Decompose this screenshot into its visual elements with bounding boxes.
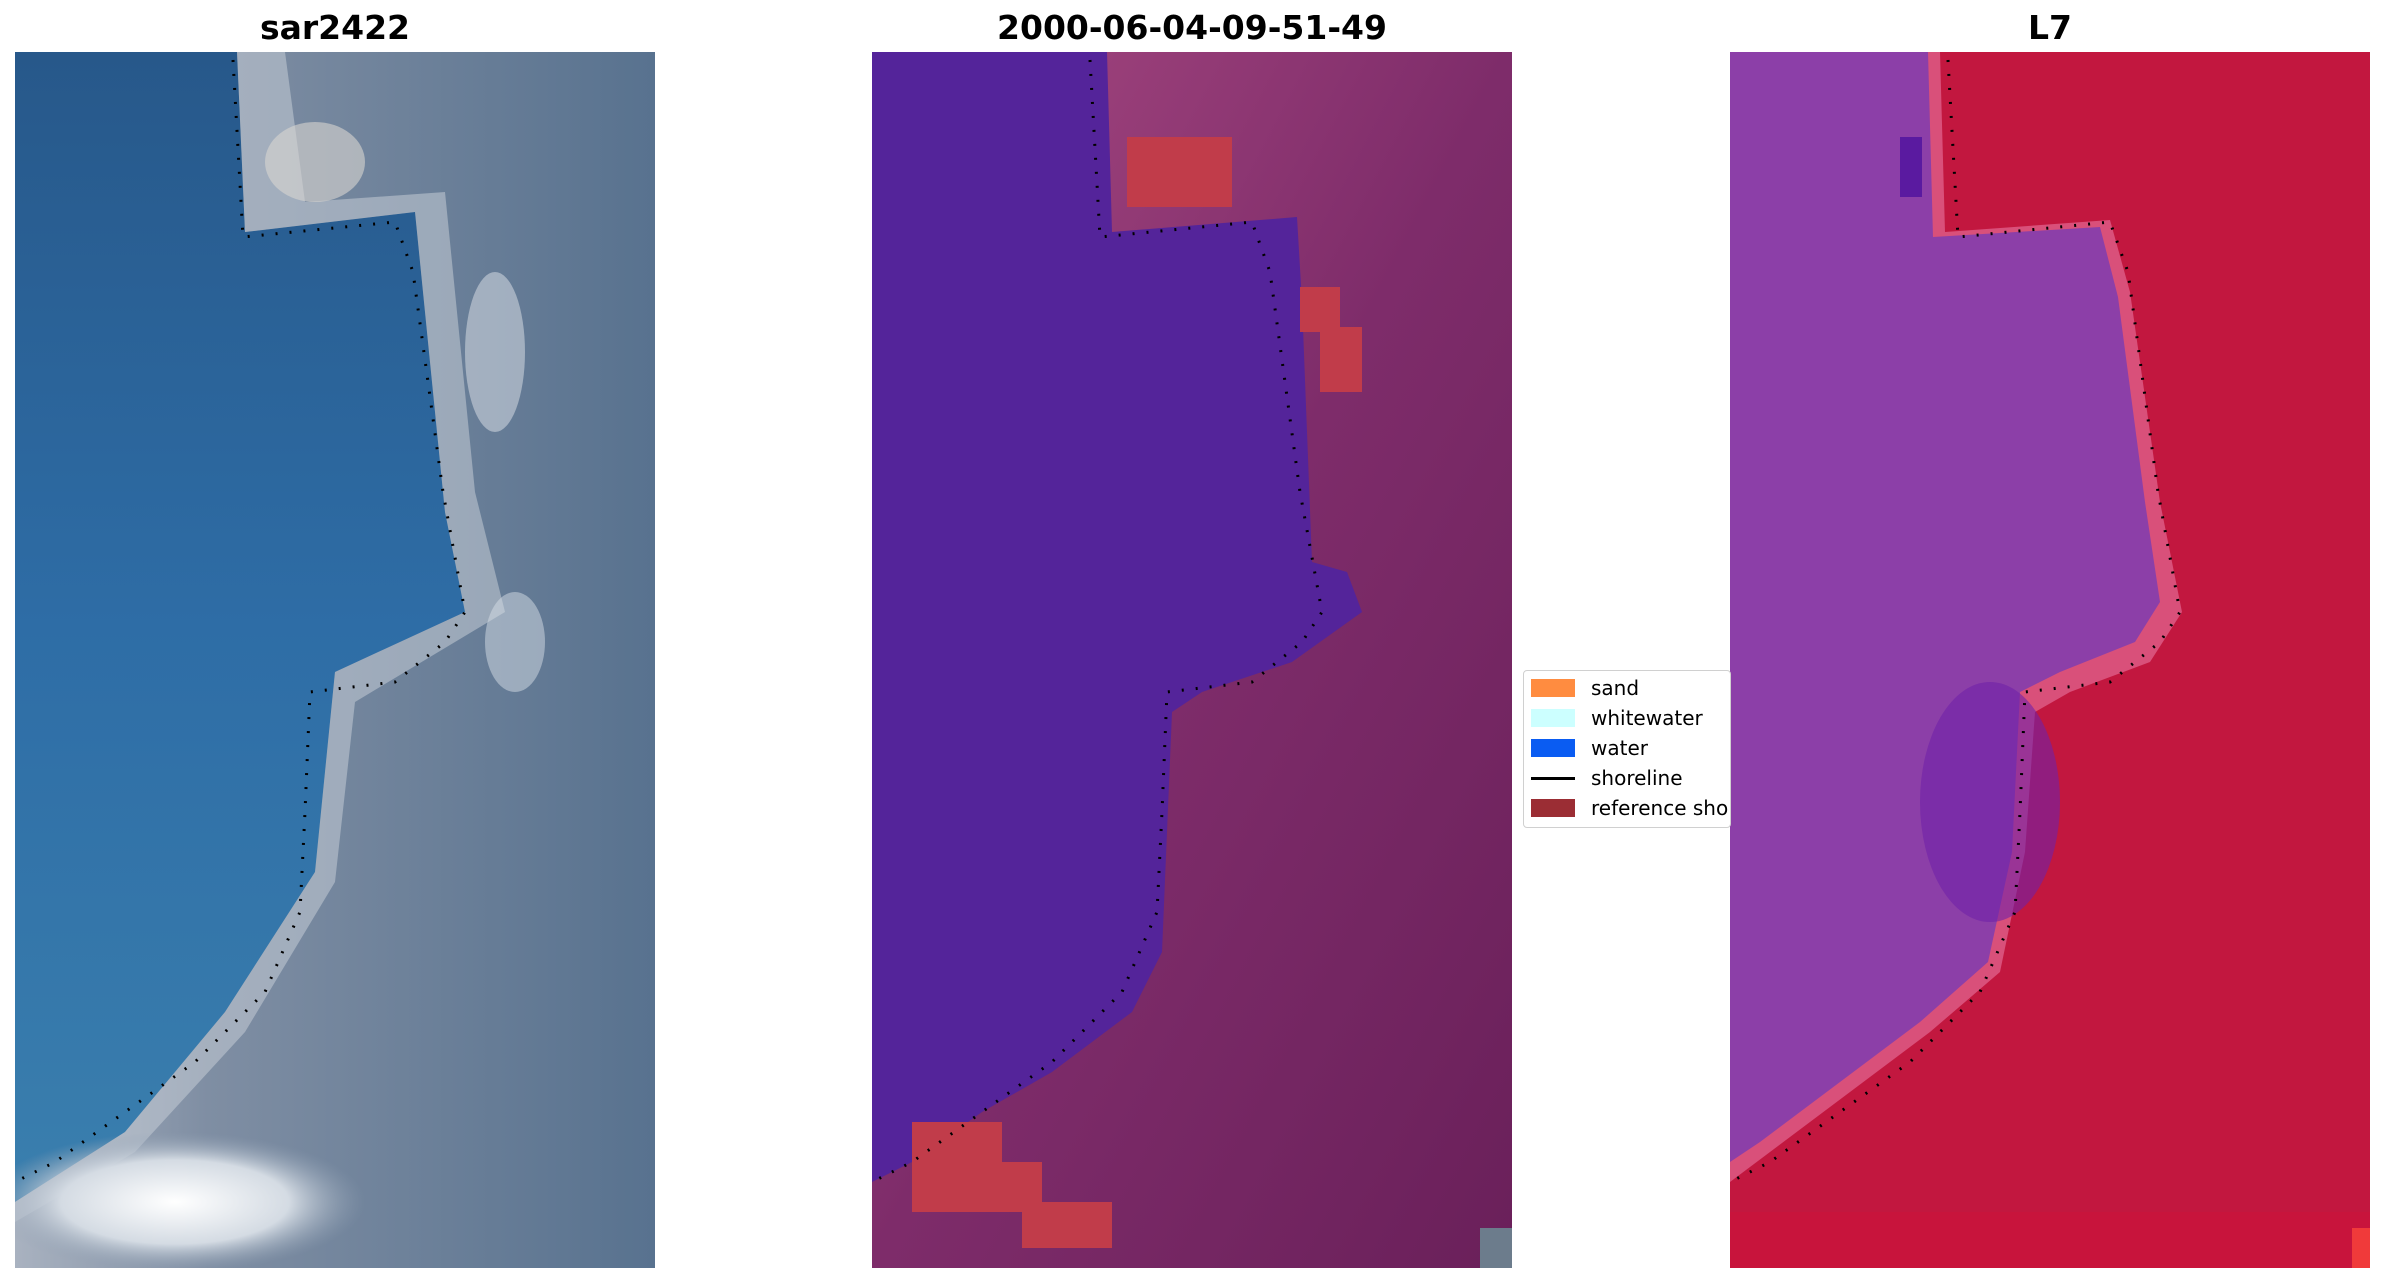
legend-label-whitewater: whitewater [1591, 706, 1703, 730]
legend-swatch-sand [1531, 679, 1575, 697]
legend-item-reference-shoreline: reference sho [1524, 793, 1728, 823]
legend-item-whitewater: whitewater [1524, 703, 1703, 733]
panel-title-index: L7 [2028, 8, 2072, 47]
legend-label-shoreline: shoreline [1591, 766, 1683, 790]
legend: sand whitewater water shoreline referenc… [1523, 670, 1731, 828]
legend-swatch-whitewater [1531, 709, 1575, 727]
legend-swatch-reference-shoreline [1531, 799, 1575, 817]
legend-line-shoreline [1531, 776, 1575, 780]
legend-label-sand: sand [1591, 676, 1640, 700]
panel-title-classified: 2000-06-04-09-51-49 [997, 8, 1387, 47]
rgb-image [15, 52, 655, 1268]
classified-image [872, 52, 1512, 1268]
legend-label-water: water [1591, 736, 1648, 760]
legend-item-shoreline: shoreline [1524, 763, 1683, 793]
index-image [1730, 52, 2370, 1268]
rgb-image-panel [15, 52, 655, 1268]
legend-item-water: water [1524, 733, 1648, 763]
legend-swatch-water [1531, 739, 1575, 757]
legend-item-sand: sand [1524, 673, 1639, 703]
index-image-panel [1730, 52, 2370, 1268]
panel-title-rgb: sar2422 [259, 8, 411, 47]
legend-label-reference-shoreline: reference sho [1591, 796, 1729, 820]
classified-image-panel [872, 52, 1512, 1268]
